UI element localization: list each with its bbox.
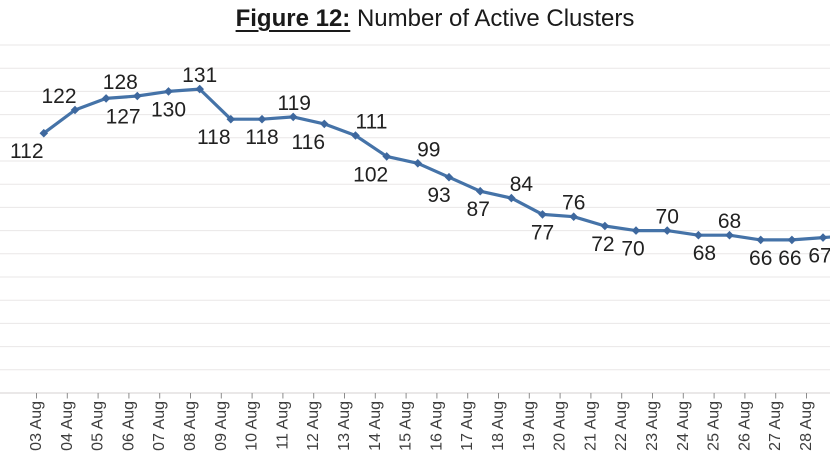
x-axis-label: 04 Aug [59,401,76,451]
x-axis-label: 15 Aug [398,401,415,451]
data-point-label: 77 [531,221,554,244]
data-point-marker [195,84,204,94]
data-point-label: 84 [510,173,534,196]
data-point-marker [133,91,142,101]
chart-title-text: Number of Active Clusters [350,5,635,32]
data-point-marker [600,221,610,231]
data-point-label: 130 [151,98,186,121]
x-axis-label: 08 Aug [182,401,199,451]
data-point-label: 118 [245,126,278,149]
data-point-label: 111 [356,111,388,134]
data-point-label: 118 [197,126,230,149]
data-point-marker [631,226,641,235]
data-point-marker [507,193,516,203]
x-axis-label: 03 Aug [28,401,45,451]
data-point-label: 70 [621,238,644,261]
x-axis-label: 16 Aug [428,401,445,451]
data-point-marker [756,235,765,245]
data-point-marker [257,114,267,124]
data-point-label: 68 [693,242,716,265]
x-axis-label: 11 Aug [274,401,291,450]
data-point-label: 72 [591,233,614,256]
x-axis-label: 13 Aug [336,401,353,451]
data-point-marker [662,226,672,235]
data-point-label: 99 [417,138,440,161]
x-axis-label: 20 Aug [552,401,569,451]
data-point-label: 112 [10,140,43,163]
x-axis-label: 26 Aug [736,401,753,451]
x-axis-label: 28 Aug [798,401,815,451]
x-axis-label: 17 Aug [459,401,476,451]
x-axis-label: 27 Aug [767,401,784,451]
data-point-marker [226,114,236,124]
data-point-marker [164,87,173,96]
data-point-label: 102 [353,163,388,186]
data-point-label: 93 [427,184,450,207]
data-point-label: 122 [41,85,76,108]
data-point-marker [818,233,828,242]
data-point-marker [787,235,797,245]
data-point-marker [288,112,298,122]
data-point-marker [538,210,547,219]
x-axis-label: 14 Aug [367,401,384,451]
x-axis-label: 25 Aug [706,401,723,451]
data-point-label: 127 [106,105,141,128]
data-point-marker [39,128,49,138]
x-axis-label: 10 Aug [244,401,261,451]
data-point-label: 67 [808,245,830,268]
data-point-marker [382,152,391,161]
data-point-marker [413,159,423,168]
data-point-marker [101,94,111,103]
data-point-marker [694,230,703,240]
x-axis-label: 18 Aug [490,401,507,451]
data-point-label: 66 [778,247,801,270]
x-axis-label: 09 Aug [213,401,230,451]
data-point-marker [70,105,80,115]
data-point-marker [475,186,485,196]
data-point-label: 87 [467,198,490,221]
data-point-marker [320,119,329,129]
x-axis-label: 23 Aug [644,401,661,451]
data-point-label: 66 [749,247,772,270]
data-point-label: 70 [656,206,679,229]
x-axis-label: 06 Aug [120,401,137,451]
x-axis-label: 22 Aug [613,401,630,451]
data-point-marker [725,230,734,240]
x-axis-label: 12 Aug [305,401,322,451]
data-point-label: 116 [292,131,325,154]
x-axis-label: 05 Aug [90,401,107,451]
x-axis-label: 21 Aug [582,401,599,451]
data-point-marker [351,131,360,140]
x-axis-label: 19 Aug [521,401,538,451]
x-axis-label: 24 Aug [675,401,692,451]
data-point-marker [569,212,578,221]
data-point-label: 128 [103,71,138,94]
chart-title: Figure 12: Number of Active Clusters [0,5,830,33]
data-point-label: 68 [718,210,741,233]
figure-number-label: Figure 12: [235,5,351,32]
data-point-marker [444,172,454,182]
data-point-label: 131 [182,64,217,87]
data-point-label: 76 [562,192,585,215]
x-axis-label: 07 Aug [151,401,168,451]
data-point-label: 119 [277,92,310,115]
